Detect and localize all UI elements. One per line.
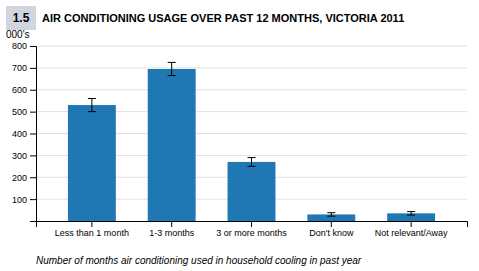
figure-label-box	[6, 6, 36, 30]
x-axis-title: Number of months air conditioning used i…	[36, 255, 362, 266]
x-tick-label: Don't know	[309, 228, 354, 238]
x-tick: Less than 1 month	[55, 221, 129, 238]
x-tick-label: Less than 1 month	[55, 228, 129, 238]
y-tick-label: 600	[12, 85, 27, 95]
error-bar	[327, 213, 335, 217]
y-tick-mark	[30, 90, 36, 91]
error-bar-cap	[248, 157, 256, 158]
y-tick: 700	[12, 63, 36, 73]
y-tick: 800	[12, 41, 36, 51]
error-bar-cap	[327, 212, 335, 213]
error-bar-cap	[168, 62, 176, 63]
error-bar	[88, 99, 96, 112]
y-axis: 100 200 300 400 500 600 700 800	[12, 41, 37, 221]
error-bar-cap	[168, 75, 176, 76]
y-tick: 400	[12, 129, 36, 139]
error-bar	[168, 62, 176, 75]
error-bar-cap	[407, 211, 415, 212]
error-bar-cap	[88, 111, 96, 112]
error-bar-cap	[327, 216, 335, 217]
x-tick-mark	[251, 221, 252, 227]
error-bar-cap	[248, 166, 256, 167]
y-tick-mark	[30, 46, 36, 47]
error-bar	[248, 158, 256, 167]
y-tick-label: 100	[12, 195, 27, 205]
x-tick-mark	[331, 221, 332, 227]
error-bar-stem	[171, 62, 172, 75]
error-bar	[407, 212, 415, 216]
x-tick-mark	[171, 221, 172, 227]
y-tick-mark	[30, 155, 36, 156]
y-tick-label: 500	[12, 107, 27, 117]
bar	[148, 69, 196, 221]
marks	[68, 62, 435, 221]
x-axis-line	[37, 222, 468, 228]
y-tick-mark	[30, 199, 36, 200]
x-axis: Less than 1 month 1-3 months 3 or more mon…	[37, 221, 468, 238]
y-axis-title: 000's	[6, 29, 30, 40]
grid-line	[36, 89, 467, 90]
y-tick-mark	[30, 177, 36, 178]
chart: 1.5 AIR CONDITIONING USAGE OVER PAST 12 M…	[0, 0, 479, 271]
x-tick-label: 3 or more months	[216, 228, 287, 238]
x-tick-label: Not relevant/Away	[375, 228, 448, 238]
bar	[228, 162, 276, 221]
figure-label: 1.5	[13, 11, 30, 25]
x-tick-label: 1-3 months	[149, 228, 195, 238]
grid-line	[36, 67, 467, 68]
title: AIR CONDITIONING USAGE OVER PAST 12 MONT…	[42, 12, 404, 24]
x-tick-mark	[411, 221, 412, 227]
grid-line	[36, 46, 467, 47]
error-bar-stem	[411, 212, 412, 216]
y-tick-label: 800	[12, 41, 27, 51]
y-tick-mark	[30, 68, 36, 69]
y-tick-label: 400	[12, 129, 27, 139]
error-bar-stem	[251, 158, 252, 167]
y-tick-label: 200	[12, 173, 27, 183]
x-tick-mark	[91, 221, 92, 227]
y-tick: 500	[12, 107, 36, 117]
y-tick-mark	[30, 134, 36, 135]
x-tick: Don't know	[309, 221, 354, 238]
y-axis-line	[30, 47, 37, 222]
x-tick: 3 or more months	[216, 221, 287, 238]
y-tick: 600	[12, 85, 36, 95]
y-tick: 300	[12, 151, 36, 161]
plot: 100 200 300 400 500 600 700 800 Less than 1 mont…	[12, 41, 468, 238]
y-tick: 100	[12, 195, 36, 205]
error-bar-cap	[407, 215, 415, 216]
bar	[68, 105, 116, 221]
y-tick: 200	[12, 173, 36, 183]
y-tick-mark	[30, 112, 36, 113]
error-bar-cap	[88, 98, 96, 99]
y-tick-label: 300	[12, 151, 27, 161]
error-bar-stem	[91, 99, 92, 112]
error-bar-stem	[331, 213, 332, 217]
x-tick: 1-3 months	[149, 221, 195, 238]
x-tick: Not relevant/Away	[375, 221, 448, 238]
y-tick-label: 700	[12, 63, 27, 73]
